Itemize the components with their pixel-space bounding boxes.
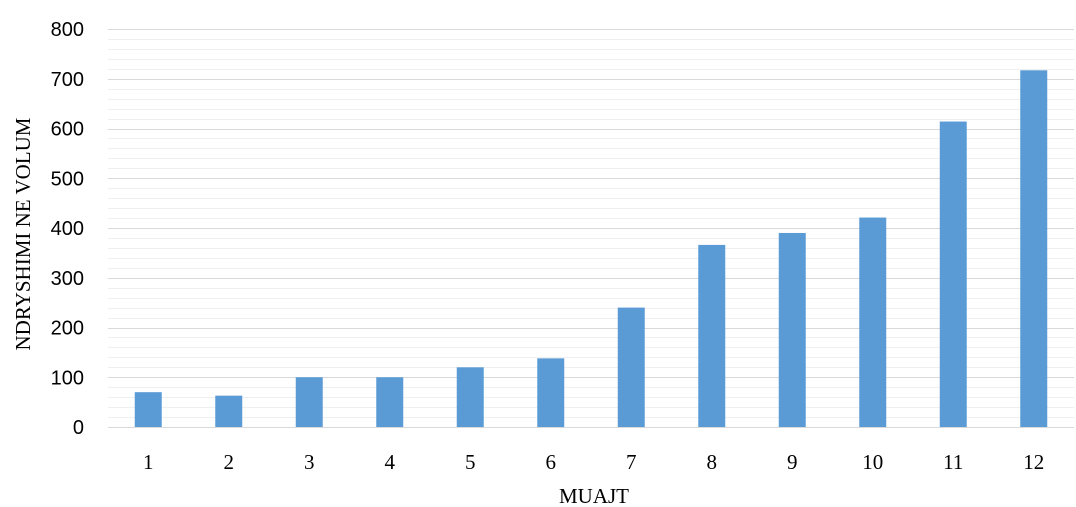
y-axis-tick-labels: 0 100 200 300 400 500 600 700 800	[51, 19, 84, 439]
bar-2	[215, 395, 243, 427]
x-tick-label: 11	[943, 450, 963, 474]
x-tick-label: 2	[224, 450, 235, 474]
x-tick-label: 4	[385, 450, 396, 474]
bar-10	[859, 217, 887, 427]
x-tick-label: 9	[787, 450, 798, 474]
x-tick-label: 1	[143, 450, 154, 474]
y-tick-label: 600	[51, 119, 84, 141]
x-axis-title: MUAJT	[559, 484, 629, 507]
bar-9	[778, 232, 806, 427]
x-tick-label: 5	[465, 450, 476, 474]
bar-12	[1020, 70, 1048, 427]
bar-7	[617, 307, 645, 427]
bar-4	[376, 377, 404, 427]
x-tick-label: 3	[304, 450, 315, 474]
bar-1	[134, 392, 162, 427]
y-tick-label: 700	[51, 69, 84, 91]
major-gridlines	[108, 29, 1074, 378]
minor-gridlines	[108, 39, 1074, 418]
y-tick-label: 800	[51, 19, 84, 41]
y-tick-label: 400	[51, 218, 84, 240]
y-tick-label: 300	[51, 268, 84, 290]
x-tick-label: 8	[707, 450, 718, 474]
x-tick-label: 10	[862, 450, 883, 474]
bar-8	[698, 244, 726, 427]
bar-6	[537, 358, 565, 427]
y-tick-label: 100	[51, 367, 84, 389]
x-tick-label: 7	[626, 450, 637, 474]
bar-5	[456, 367, 484, 427]
bar-11	[939, 121, 967, 427]
x-tick-label: 12	[1023, 450, 1044, 474]
bar-3	[295, 377, 323, 427]
y-tick-label: 0	[73, 417, 84, 439]
y-axis-title: NDRYSHIMI NE VOLUM	[11, 117, 35, 350]
y-tick-label: 200	[51, 318, 84, 340]
x-tick-label: 6	[546, 450, 557, 474]
x-axis-tick-labels: 1 2 3 4 5 6 7 8 9 10 11 12	[143, 450, 1044, 474]
y-tick-label: 500	[51, 168, 84, 190]
bar-series	[134, 70, 1048, 427]
